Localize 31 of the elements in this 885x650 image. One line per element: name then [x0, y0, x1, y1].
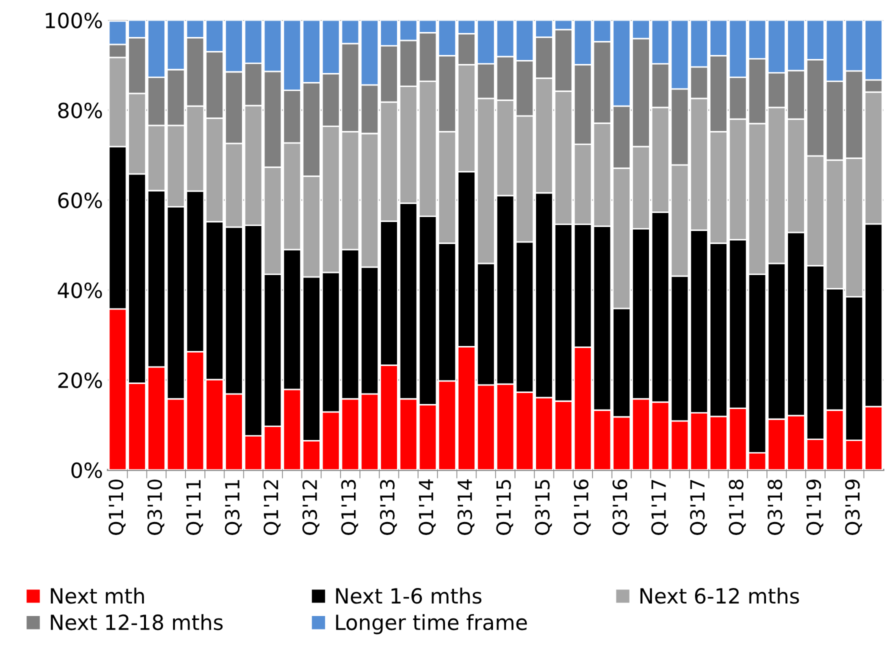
- x-tick-label: Q3'14: [457, 479, 474, 535]
- y-tick-label: 100%: [46, 12, 102, 28]
- x-tick-label: Q3'19: [845, 480, 862, 535]
- x-tick-label: Q1'17: [651, 480, 668, 535]
- x-tick-label: Q3'17: [690, 480, 707, 535]
- x-tick-label: Q1'10: [108, 480, 126, 535]
- x-tick-label: Q1'16: [574, 480, 591, 535]
- x-tick-label: Q1'19: [806, 480, 824, 535]
- legend-label: Next 6-12 mths: [640, 588, 799, 604]
- y-tick-label: 0%: [71, 462, 102, 478]
- legend-label: Next 12-18 mths: [50, 614, 223, 630]
- x-tick-label: Q1'18: [728, 480, 746, 535]
- x-tick-label: Q3'12: [302, 480, 320, 535]
- legend-label: Next 1-6 mths: [336, 588, 482, 604]
- legend-label: Next mth: [50, 588, 144, 604]
- x-tick-label: Q1'12: [264, 480, 281, 535]
- x-tick-label: Q3'18: [768, 480, 785, 535]
- x-tick-label: Q1'15: [496, 480, 514, 535]
- legend-label: Longer time frame: [336, 614, 527, 634]
- x-tick-label: Q3'11: [224, 480, 242, 535]
- y-tick-label: 80%: [58, 102, 102, 118]
- x-tick-label: Q3'13: [380, 480, 397, 535]
- y-tick-label: 60%: [58, 192, 102, 208]
- y-tick-label: 40%: [58, 282, 102, 298]
- x-tick-label: Q1'14: [418, 479, 436, 535]
- y-tick-label: 20%: [58, 372, 102, 388]
- x-tick-label: Q3'16: [612, 480, 630, 535]
- x-tick-label: Q3'10: [147, 480, 164, 535]
- x-tick-label: Q3'15: [534, 480, 552, 535]
- x-tick-label: Q1'13: [341, 480, 358, 535]
- x-tick-label: Q1'11: [186, 480, 204, 535]
